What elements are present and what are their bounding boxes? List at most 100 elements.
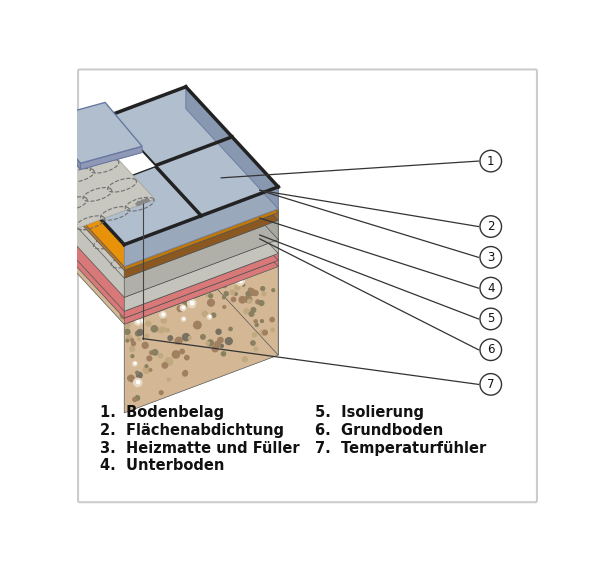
Circle shape (226, 338, 232, 345)
Circle shape (193, 263, 198, 268)
Circle shape (137, 201, 140, 204)
Circle shape (133, 362, 137, 366)
Polygon shape (32, 113, 278, 271)
Circle shape (125, 329, 130, 335)
Circle shape (135, 396, 140, 400)
Circle shape (271, 328, 274, 332)
Circle shape (229, 327, 232, 331)
Circle shape (187, 299, 196, 308)
Circle shape (187, 293, 193, 299)
Circle shape (178, 284, 185, 290)
Polygon shape (186, 140, 278, 254)
Polygon shape (32, 149, 155, 228)
Polygon shape (32, 140, 278, 297)
Circle shape (168, 336, 173, 340)
Circle shape (178, 187, 182, 191)
Polygon shape (32, 109, 278, 267)
Circle shape (180, 349, 184, 354)
Circle shape (212, 267, 216, 271)
Polygon shape (32, 116, 155, 195)
Circle shape (245, 311, 248, 314)
Circle shape (175, 337, 182, 344)
Circle shape (248, 299, 251, 303)
Text: 1: 1 (487, 155, 494, 168)
Circle shape (146, 321, 151, 326)
Circle shape (154, 274, 160, 280)
Circle shape (174, 252, 179, 257)
Circle shape (174, 278, 177, 281)
Circle shape (183, 371, 187, 375)
Circle shape (129, 261, 135, 268)
Polygon shape (186, 109, 278, 213)
Text: 6: 6 (487, 343, 494, 356)
Polygon shape (124, 260, 278, 324)
Circle shape (126, 298, 128, 299)
Circle shape (188, 337, 191, 340)
Circle shape (142, 342, 148, 348)
Circle shape (248, 289, 255, 295)
Circle shape (272, 289, 275, 291)
Circle shape (180, 291, 186, 298)
Circle shape (182, 259, 188, 265)
Circle shape (172, 351, 179, 358)
Circle shape (167, 248, 170, 252)
Circle shape (202, 311, 208, 316)
Circle shape (134, 378, 142, 387)
Circle shape (246, 291, 250, 296)
Text: 3.  Heizmatte und Füller: 3. Heizmatte und Füller (100, 440, 299, 456)
Circle shape (181, 278, 188, 284)
Circle shape (194, 277, 199, 283)
Circle shape (254, 320, 257, 323)
Circle shape (145, 199, 148, 201)
Circle shape (162, 263, 168, 269)
Text: 6.  Grundboden: 6. Grundboden (315, 423, 443, 438)
FancyBboxPatch shape (78, 70, 537, 502)
Circle shape (179, 251, 184, 256)
Circle shape (214, 259, 220, 265)
Circle shape (182, 293, 185, 295)
Circle shape (136, 331, 140, 336)
Circle shape (235, 285, 240, 290)
Circle shape (239, 297, 245, 303)
Text: 1.  Bodenbelag: 1. Bodenbelag (100, 405, 224, 420)
Circle shape (145, 365, 148, 367)
Circle shape (261, 286, 265, 290)
Circle shape (133, 397, 137, 401)
Circle shape (480, 277, 502, 299)
Circle shape (260, 330, 265, 336)
Polygon shape (186, 160, 278, 267)
Circle shape (218, 337, 223, 343)
Circle shape (171, 269, 174, 272)
Circle shape (172, 263, 176, 268)
Circle shape (131, 338, 134, 341)
Text: 3: 3 (487, 251, 494, 264)
Circle shape (189, 240, 191, 242)
Circle shape (136, 380, 140, 384)
Circle shape (180, 305, 186, 311)
Polygon shape (186, 153, 278, 260)
Circle shape (141, 320, 143, 322)
Circle shape (143, 299, 150, 306)
Circle shape (169, 288, 176, 295)
Circle shape (150, 351, 153, 354)
Polygon shape (32, 166, 278, 324)
Circle shape (215, 341, 220, 347)
Polygon shape (124, 267, 278, 413)
Circle shape (216, 329, 221, 335)
Circle shape (128, 289, 130, 291)
Circle shape (232, 297, 236, 302)
Circle shape (256, 324, 258, 327)
Circle shape (204, 281, 208, 285)
Circle shape (138, 338, 140, 340)
Circle shape (183, 318, 185, 320)
Circle shape (187, 224, 193, 230)
Circle shape (262, 292, 266, 295)
Circle shape (127, 336, 132, 341)
Text: 2.  Flächenabdichtung: 2. Flächenabdichtung (100, 423, 284, 438)
Circle shape (158, 328, 163, 333)
Circle shape (163, 275, 168, 280)
Circle shape (158, 186, 162, 190)
Circle shape (199, 244, 203, 248)
Polygon shape (124, 239, 278, 311)
Circle shape (247, 297, 252, 302)
